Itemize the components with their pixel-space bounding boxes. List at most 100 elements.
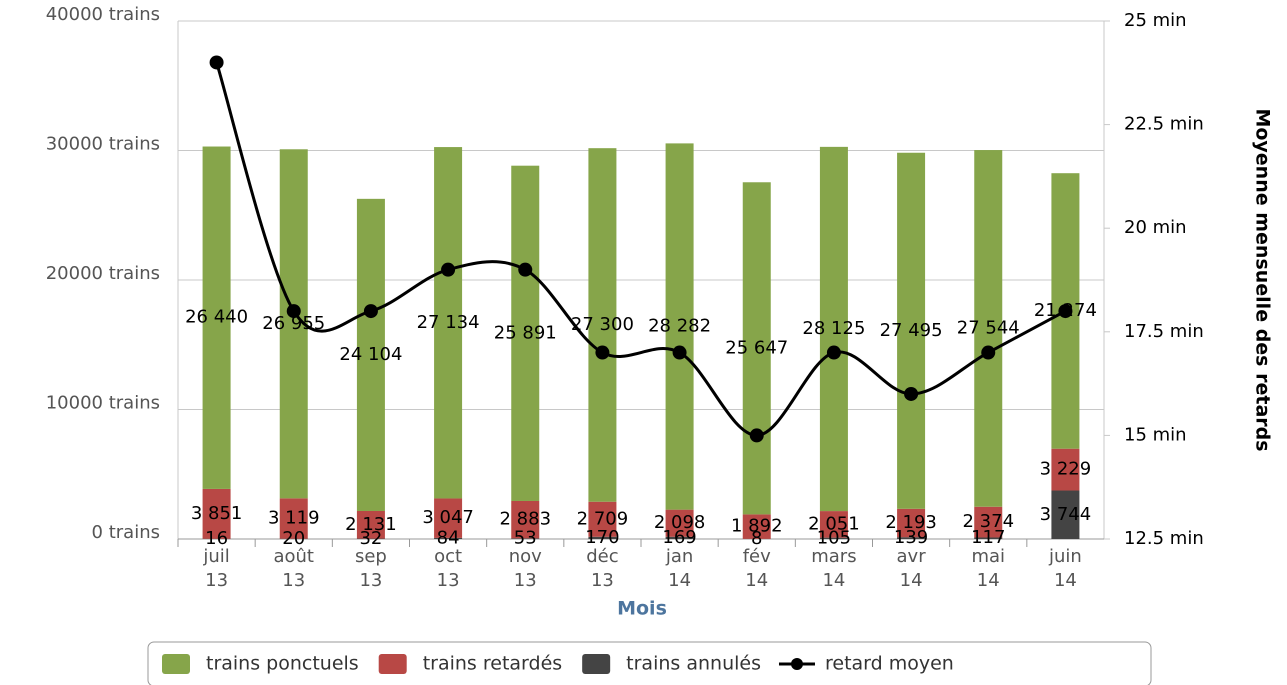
legend-label: retard moyen <box>825 653 954 675</box>
legend-label: trains ponctuels <box>206 653 359 675</box>
bar <box>974 506 1003 538</box>
x-tick-label: juil 13 <box>202 546 229 591</box>
y2-tick-label: 22.5 min <box>1124 114 1204 135</box>
bar <box>819 537 848 539</box>
data-label: 26 955 <box>262 313 325 334</box>
bar <box>974 150 1003 507</box>
bar <box>511 500 540 539</box>
bar <box>897 537 926 539</box>
data-label: 139 <box>894 527 928 548</box>
data-label: 27 544 <box>957 317 1020 338</box>
data-label: 24 104 <box>339 344 402 365</box>
data-label: 26 440 <box>185 307 248 328</box>
line-marker <box>826 345 841 360</box>
data-label: 169 <box>662 527 696 548</box>
y2-tick-label: 25 min <box>1124 10 1187 31</box>
x-tick-label: mars 14 <box>811 546 856 591</box>
data-label: 3 851 <box>191 503 243 524</box>
bar <box>1051 490 1080 539</box>
bar <box>434 498 463 538</box>
data-label: 27 300 <box>571 314 634 335</box>
data-label: 170 <box>585 527 619 548</box>
y2-tick-label: 20 min <box>1124 217 1187 238</box>
y2-tick-label: 17.5 min <box>1124 321 1204 342</box>
bar <box>1051 448 1080 491</box>
line <box>215 61 1067 437</box>
data-label: 2 131 <box>345 514 397 535</box>
legend-box <box>147 641 1152 685</box>
data-label: 2 883 <box>499 509 551 530</box>
y-tick-label: 10000 trains <box>46 393 160 414</box>
y2-tick-label: 15 min <box>1124 424 1187 445</box>
data-label: 53 <box>514 528 537 549</box>
data-label: 32 <box>359 528 382 549</box>
bar <box>588 501 617 537</box>
data-label: 1 892 <box>731 516 783 537</box>
y-tick-label: 0 trains <box>92 522 160 543</box>
y-tick-label: 40000 trains <box>46 4 160 25</box>
bar <box>665 143 694 510</box>
data-label: 3 229 <box>1040 459 1092 480</box>
legend-symbol <box>582 654 611 674</box>
bar <box>819 511 848 538</box>
line-marker <box>595 345 610 360</box>
data-label: 21 274 <box>1034 300 1097 321</box>
legend-symbol <box>378 654 407 674</box>
line-marker <box>209 55 224 70</box>
data-label: 105 <box>817 527 851 548</box>
x-tick-label: juin 14 <box>1048 546 1082 591</box>
data-label: 27 134 <box>417 312 480 333</box>
bar <box>742 182 771 515</box>
data-label: 2 098 <box>654 512 706 533</box>
data-label: 2 374 <box>962 511 1014 532</box>
bar <box>588 536 617 539</box>
legend-symbol <box>162 654 190 674</box>
legend-symbol <box>790 658 803 670</box>
data-label: 27 495 <box>880 320 943 341</box>
x-tick-label: nov 13 <box>509 546 542 591</box>
y2-tick-label: 12.5 min <box>1124 528 1204 549</box>
bar <box>742 514 771 539</box>
bar <box>434 537 463 539</box>
line-marker <box>1058 304 1073 319</box>
line-marker <box>749 428 764 443</box>
data-label: 3 119 <box>268 508 320 529</box>
data-label: 2 709 <box>577 508 629 529</box>
bar <box>511 538 540 539</box>
x-tick-label: fév 14 <box>743 546 771 591</box>
data-label: 28 125 <box>802 318 865 339</box>
y2-axis-title: Moyenne mensuelle des retards <box>1252 108 1274 451</box>
line-marker <box>363 304 378 319</box>
data-label: 16 <box>205 528 228 549</box>
line-marker <box>441 262 456 277</box>
data-label: 117 <box>971 527 1005 548</box>
data-label: 3 744 <box>1040 504 1092 525</box>
bar <box>974 537 1003 539</box>
x-tick-label: déc 13 <box>586 546 618 591</box>
bar <box>202 146 231 489</box>
bar <box>279 498 308 539</box>
bar <box>897 508 926 538</box>
data-label: 25 891 <box>494 322 557 343</box>
data-label: 25 647 <box>725 337 788 358</box>
line-marker <box>904 386 919 401</box>
bar <box>665 536 694 539</box>
bar <box>511 165 540 501</box>
legend-label: trains retardés <box>423 653 562 675</box>
data-label: 2 051 <box>808 513 860 534</box>
line-marker <box>286 304 301 319</box>
data-label: 8 <box>751 528 762 549</box>
bar <box>356 198 385 511</box>
x-tick-label: avr 14 <box>897 546 927 591</box>
bar <box>897 152 926 509</box>
x-tick-label: sep 13 <box>355 546 387 591</box>
data-label: 2 193 <box>885 512 937 533</box>
bar <box>434 147 463 499</box>
bar <box>819 146 848 512</box>
line-marker <box>518 262 533 277</box>
x-tick-label: oct 13 <box>434 546 462 591</box>
data-label: 84 <box>437 527 460 548</box>
legend-label: trains annulés <box>626 653 761 675</box>
y-tick-label: 20000 trains <box>46 263 160 284</box>
